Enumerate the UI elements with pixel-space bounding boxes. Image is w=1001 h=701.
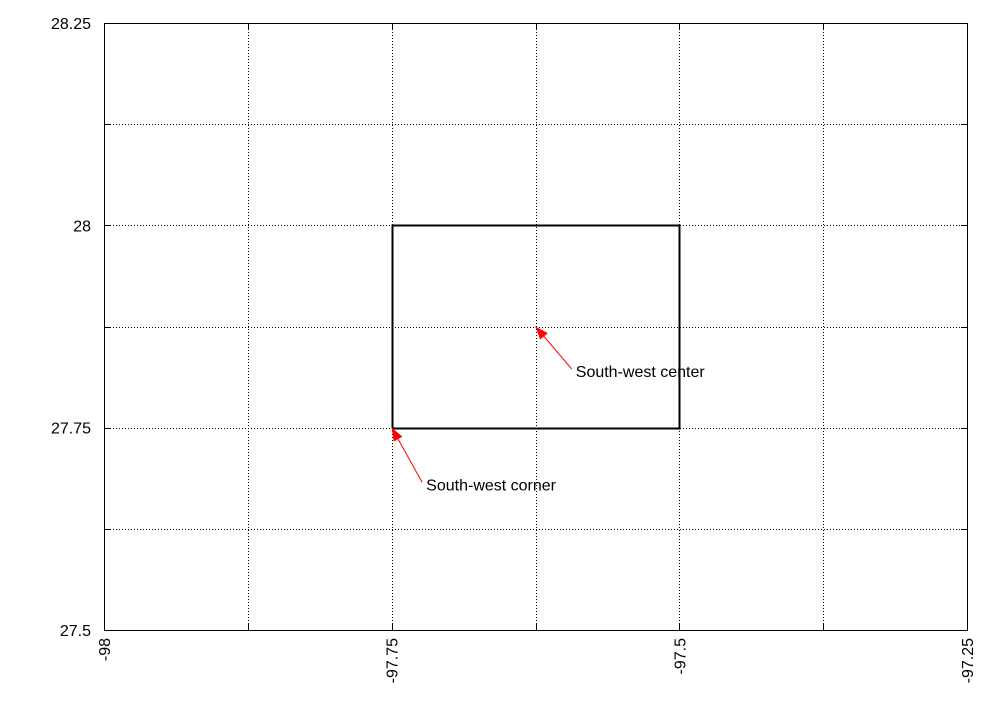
- series-layer: [391, 224, 681, 430]
- tick-labels: -98 -97.75 -97.5 -97.25 27.5 27.75 28 28.25: [51, 16, 977, 683]
- annotation-arrowhead: [391, 427, 403, 442]
- y-tick-label: 28: [73, 218, 91, 235]
- x-tick-label: -97.75: [385, 638, 402, 683]
- x-tick-label: -97.25: [960, 638, 977, 683]
- y-tick-label: 28.25: [51, 16, 91, 33]
- tick-marks: [104, 23, 968, 631]
- annotation-label: South-west center: [576, 364, 706, 381]
- y-tick-label: 27.5: [60, 623, 91, 640]
- annotation-label: South-west corner: [426, 477, 557, 494]
- x-tick-label: -98: [97, 638, 114, 661]
- annotations: South-west center South-west corner: [391, 326, 706, 494]
- annotation-arrowhead: [535, 326, 548, 340]
- y-tick-label: 27.75: [51, 421, 91, 438]
- rectangle-series-line: [391, 224, 681, 430]
- x-tick-label: -97.5: [672, 638, 689, 675]
